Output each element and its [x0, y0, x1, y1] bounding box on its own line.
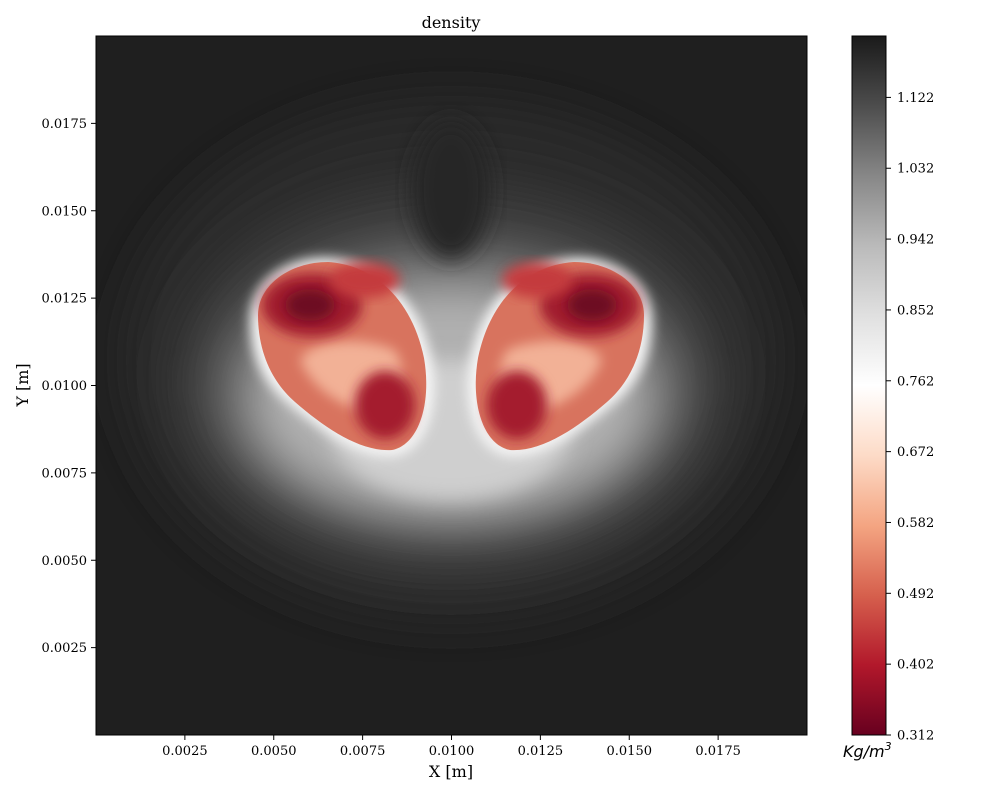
colorbar-axis: 0.312 0.402 0.492 0.582 0.672 0.762 0.852 0.942… — [886, 91, 934, 744]
y-tick-label: 0.0100 — [42, 379, 88, 394]
y-tick-label: 0.0050 — [42, 554, 88, 569]
colorbar-tick-label: 0.312 — [897, 729, 934, 744]
colorbar — [851, 35, 887, 736]
y-axis: 0.0025 0.0050 0.0075 0.0100 0.0125 0.0150 0.01… — [42, 117, 96, 656]
y-axis-label: Y [m] — [13, 363, 32, 407]
x-tick-label: 0.0125 — [518, 744, 564, 759]
colorbar-tick-label: 0.492 — [897, 587, 934, 602]
y-tick-label: 0.0175 — [42, 117, 88, 132]
x-tick-label: 0.0175 — [695, 744, 741, 759]
colorbar-label: Kg/m3 — [843, 740, 892, 761]
chart-title: density — [422, 13, 481, 32]
x-tick-label: 0.0075 — [340, 744, 386, 759]
x-tick-label: 0.0025 — [162, 744, 208, 759]
heatmap-field — [96, 36, 807, 735]
colorbar-tick-label: 0.582 — [897, 516, 934, 531]
x-tick-label: 0.0100 — [429, 744, 475, 759]
colorbar-tick-label: 0.672 — [897, 445, 934, 460]
right-lobe — [475, 262, 644, 451]
colorbar-tick-label: 1.122 — [897, 91, 934, 106]
colorbar-tick-label: 1.032 — [897, 162, 934, 177]
x-tick-label: 0.0150 — [607, 744, 653, 759]
colorbar-tick-label: 0.942 — [897, 233, 934, 248]
y-tick-label: 0.0025 — [42, 641, 88, 656]
x-tick-label: 0.0050 — [251, 744, 297, 759]
left-lobe — [258, 262, 427, 451]
colorbar-tick-label: 0.852 — [897, 303, 934, 318]
x-axis-label: X [m] — [429, 762, 473, 781]
y-tick-label: 0.0075 — [42, 466, 88, 481]
y-tick-label: 0.0150 — [42, 204, 88, 219]
y-tick-label: 0.0125 — [42, 292, 88, 307]
colorbar-tick-label: 0.402 — [897, 658, 934, 673]
colorbar-tick-label: 0.762 — [897, 374, 934, 389]
x-axis: 0.0025 0.0050 0.0075 0.0100 0.0125 0.0150 0.01… — [162, 735, 741, 759]
